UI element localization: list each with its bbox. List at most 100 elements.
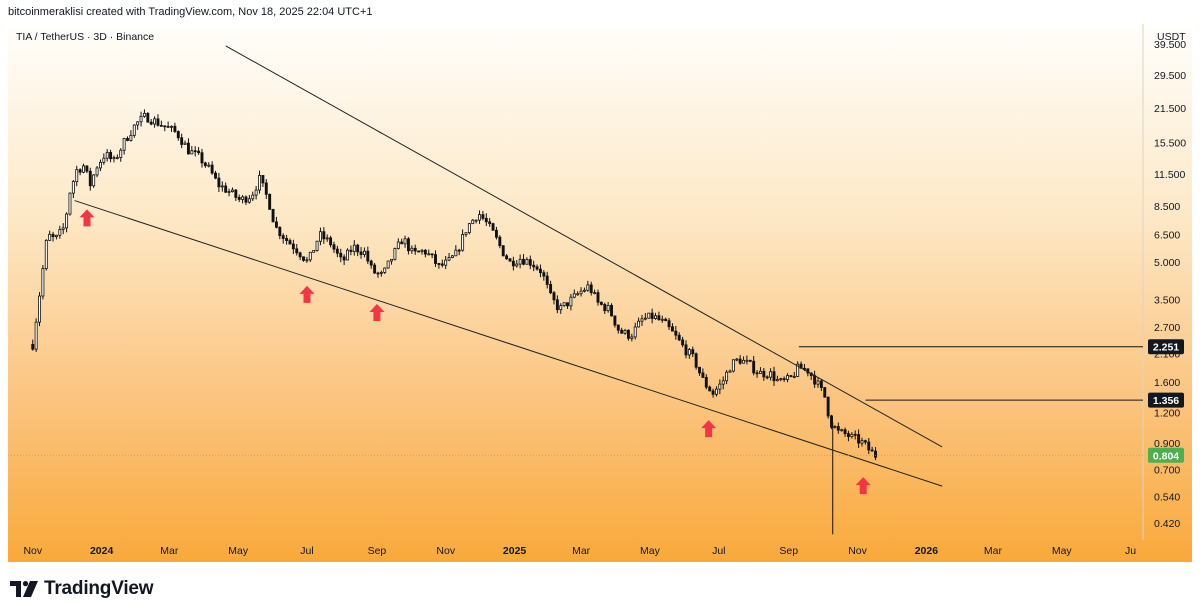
candle-body <box>82 165 85 173</box>
candle-body <box>200 152 204 164</box>
candle-body <box>268 193 272 210</box>
candle-body <box>61 227 65 230</box>
candle-body <box>559 305 563 311</box>
candle-body <box>850 433 854 437</box>
candle-body <box>325 237 329 240</box>
candle-body <box>214 172 217 179</box>
candle-body <box>444 259 448 266</box>
trendline-upper[interactable] <box>225 45 943 448</box>
y-tick-label: 8.500 <box>1154 201 1180 213</box>
candle-body <box>474 219 478 222</box>
candle-body <box>549 284 553 294</box>
candle-body <box>251 194 255 200</box>
candle-body <box>836 426 840 431</box>
candle-body <box>142 112 146 117</box>
candle-body <box>525 259 529 265</box>
candle-body <box>230 189 234 192</box>
arrow-up-icon <box>701 420 717 438</box>
candle-body <box>450 255 454 258</box>
candle-body <box>775 379 779 382</box>
candle-body <box>674 330 678 336</box>
candle-body <box>610 304 613 317</box>
candle-body <box>315 240 319 251</box>
candle-body <box>105 152 109 159</box>
candle-body <box>735 358 739 361</box>
candle-body <box>874 450 877 458</box>
candle-body <box>616 324 620 331</box>
candle-body <box>386 260 390 269</box>
candle-body <box>156 118 160 126</box>
candle-body <box>332 244 336 250</box>
candle-body <box>467 223 471 234</box>
candle-body <box>376 272 380 275</box>
y-tick-label: 3.500 <box>1154 295 1180 307</box>
candle-body <box>670 326 674 332</box>
candle-body <box>599 301 603 305</box>
arrow-up-icon <box>369 303 385 321</box>
y-tick-label: 2.700 <box>1154 322 1180 334</box>
candle-body <box>664 318 668 322</box>
level-badge-label: 2.251 <box>1153 342 1179 354</box>
candle-body <box>31 344 35 350</box>
candle-body <box>471 219 475 225</box>
candle-body <box>423 249 427 255</box>
y-tick-label: 1.600 <box>1154 377 1180 389</box>
last-price-label: 0.804 <box>1153 450 1179 462</box>
candle-body <box>92 174 96 187</box>
candle-body <box>54 234 58 238</box>
candle-body <box>139 115 143 123</box>
x-tick-label: May <box>640 545 661 557</box>
candle-body <box>285 238 289 241</box>
candle-body <box>153 118 157 125</box>
candle-body <box>819 380 823 388</box>
candle-body <box>58 229 62 236</box>
candle-body <box>197 150 201 154</box>
candle-body <box>762 370 766 378</box>
candle-body <box>484 217 488 223</box>
candle-body <box>647 312 651 319</box>
candle-body <box>796 363 800 377</box>
symbol-title[interactable]: TIA / TetherUS · 3D · Binance <box>16 31 155 43</box>
candle-body <box>51 233 55 238</box>
candle-body <box>180 137 184 145</box>
x-tick-label: Ju <box>1125 545 1136 557</box>
candle-body <box>186 142 190 155</box>
candle-body <box>413 247 417 252</box>
trendline-lower[interactable] <box>74 200 943 487</box>
candle-body <box>166 125 170 128</box>
candle-body <box>640 318 644 322</box>
candle-body <box>782 378 786 381</box>
candle-body <box>430 253 434 256</box>
arrow-up-icon <box>299 285 315 303</box>
candle-body <box>122 138 126 151</box>
y-tick-label: 29.500 <box>1154 70 1186 82</box>
x-tick-label: Mar <box>160 545 179 557</box>
y-tick-label: 0.420 <box>1154 518 1180 530</box>
candle-body <box>329 237 333 246</box>
candle-body <box>217 177 221 188</box>
candle-body <box>840 429 844 432</box>
candle-body <box>71 181 75 194</box>
x-tick-label: Nov <box>23 545 42 557</box>
candle-body <box>569 296 573 307</box>
candle-body <box>400 241 404 245</box>
candle-body <box>593 292 597 295</box>
candle-body <box>535 266 539 270</box>
candle-body <box>660 318 664 321</box>
x-tick-label: Jul <box>712 545 725 557</box>
candle-body <box>457 249 461 252</box>
candle-body <box>748 359 752 362</box>
chart-area[interactable] <box>8 24 1192 562</box>
x-tick-label: 2024 <box>90 545 114 557</box>
candle-body <box>718 383 722 390</box>
x-tick-label: 2026 <box>915 545 939 557</box>
y-tick-label: 0.540 <box>1154 492 1180 504</box>
candle-body <box>227 191 231 193</box>
x-tick-label: May <box>228 545 249 557</box>
chart-caption: bitcoinmeraklisi created with TradingVie… <box>8 6 373 18</box>
candle-body <box>694 353 698 368</box>
candle-body <box>264 182 268 195</box>
candle-body <box>109 152 113 160</box>
candle-body <box>247 198 251 203</box>
